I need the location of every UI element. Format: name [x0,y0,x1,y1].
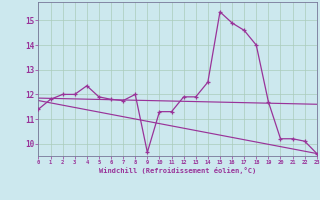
X-axis label: Windchill (Refroidissement éolien,°C): Windchill (Refroidissement éolien,°C) [99,167,256,174]
